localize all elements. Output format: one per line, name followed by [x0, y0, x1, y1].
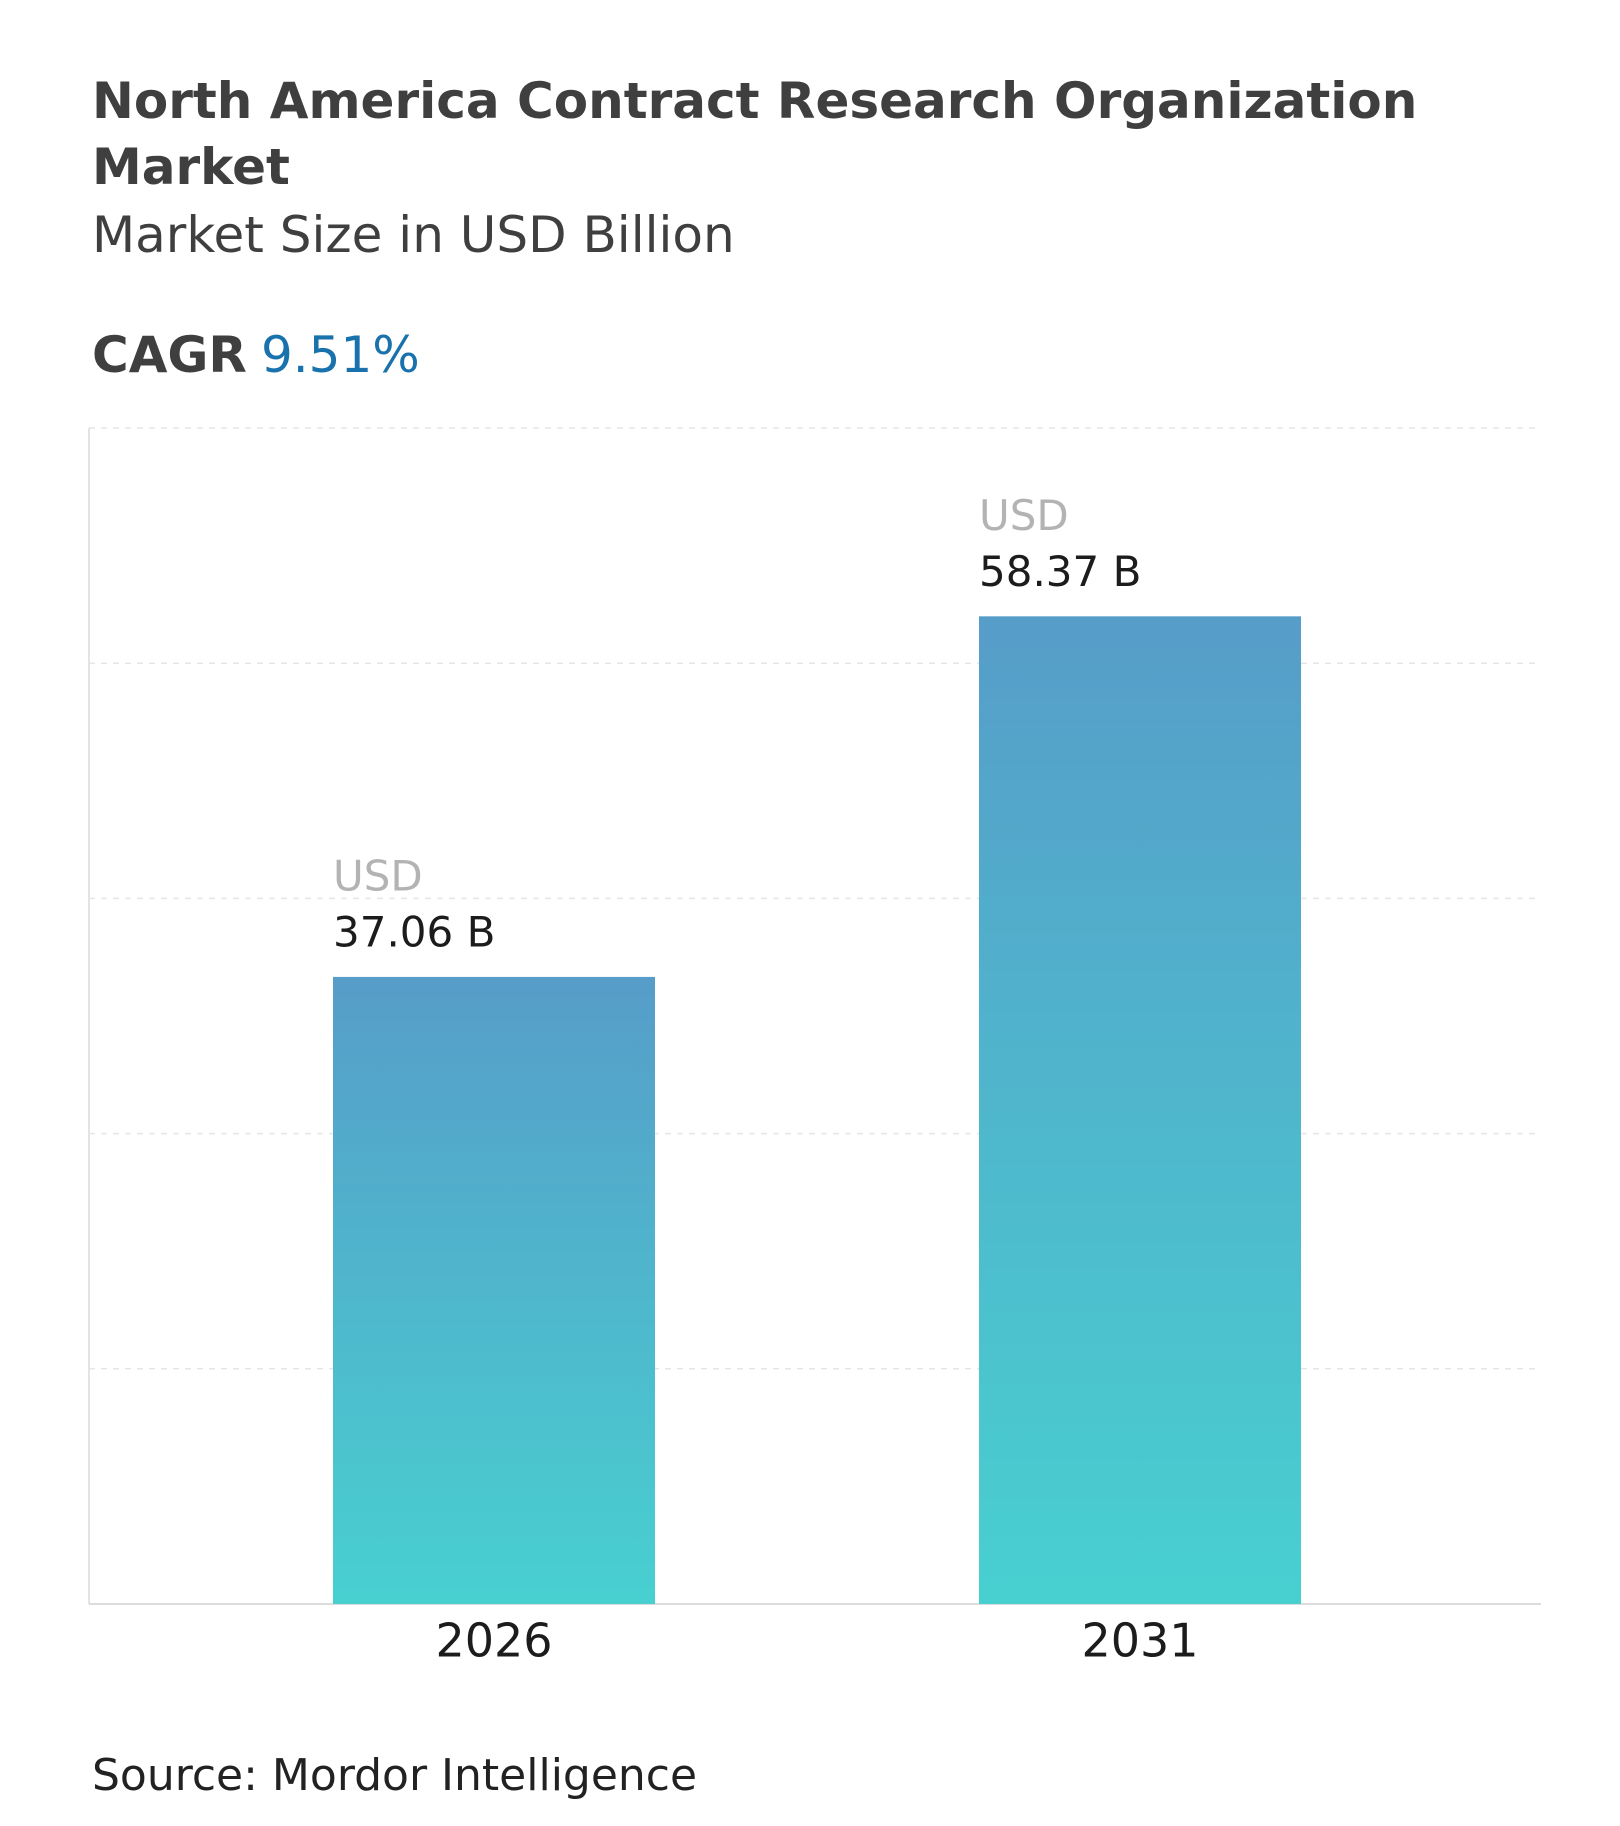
chart: USD 37.06 B 2026 USD 58.37 B 2031 — [88, 427, 1541, 1668]
chart-title: North America Contract Research Organiza… — [92, 72, 1418, 196]
bar — [333, 976, 655, 1604]
cagr: CAGR 9.51% — [92, 326, 420, 384]
cagr-label: CAGR — [92, 326, 247, 384]
value-unit: USD — [333, 851, 423, 900]
chart-subtitle: Market Size in USD Billion — [92, 206, 735, 264]
value-unit: USD — [979, 491, 1069, 540]
cagr-value: 9.51% — [260, 326, 420, 384]
value-label: 37.06 B — [333, 907, 495, 956]
x-tick-label: 2031 — [1081, 1614, 1198, 1668]
x-tick-label: 2026 — [435, 1614, 552, 1668]
bar — [979, 616, 1301, 1604]
source: Source: Mordor Intelligence — [92, 1750, 698, 1801]
value-label: 58.37 B — [979, 547, 1141, 596]
